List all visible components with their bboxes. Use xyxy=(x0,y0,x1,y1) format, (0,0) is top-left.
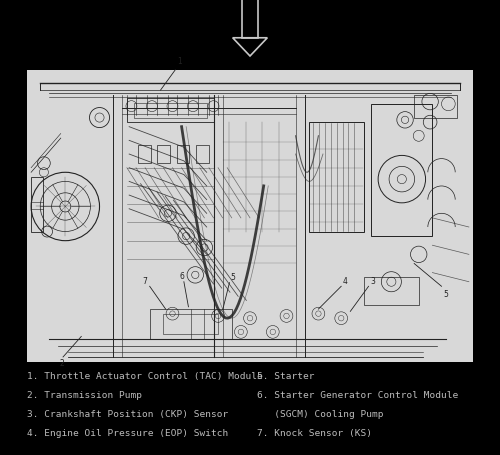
Text: 5: 5 xyxy=(230,273,235,282)
Text: 3: 3 xyxy=(370,276,375,285)
Text: 6. Starter Generator Control Module: 6. Starter Generator Control Module xyxy=(257,390,458,399)
Text: (SGCM) Cooling Pump: (SGCM) Cooling Pump xyxy=(257,409,384,418)
Text: 7. Knock Sensor (KS): 7. Knock Sensor (KS) xyxy=(257,428,372,437)
Text: 3. Crankshaft Position (CKP) Sensor: 3. Crankshaft Position (CKP) Sensor xyxy=(26,409,228,418)
Text: 5. Starter: 5. Starter xyxy=(257,371,314,380)
Text: 1. Throttle Actuator Control (TAC) Module: 1. Throttle Actuator Control (TAC) Modul… xyxy=(26,371,262,380)
Text: 2. Transmission Pump: 2. Transmission Pump xyxy=(26,390,142,399)
Polygon shape xyxy=(26,71,473,362)
Text: 4. Engine Oil Pressure (EOP) Switch: 4. Engine Oil Pressure (EOP) Switch xyxy=(26,428,228,437)
Text: 2: 2 xyxy=(60,359,64,368)
Text: 4: 4 xyxy=(342,276,347,285)
Text: 7: 7 xyxy=(142,277,148,286)
Text: 5: 5 xyxy=(444,289,448,298)
Text: 6: 6 xyxy=(179,272,184,281)
Text: 1: 1 xyxy=(177,57,182,66)
